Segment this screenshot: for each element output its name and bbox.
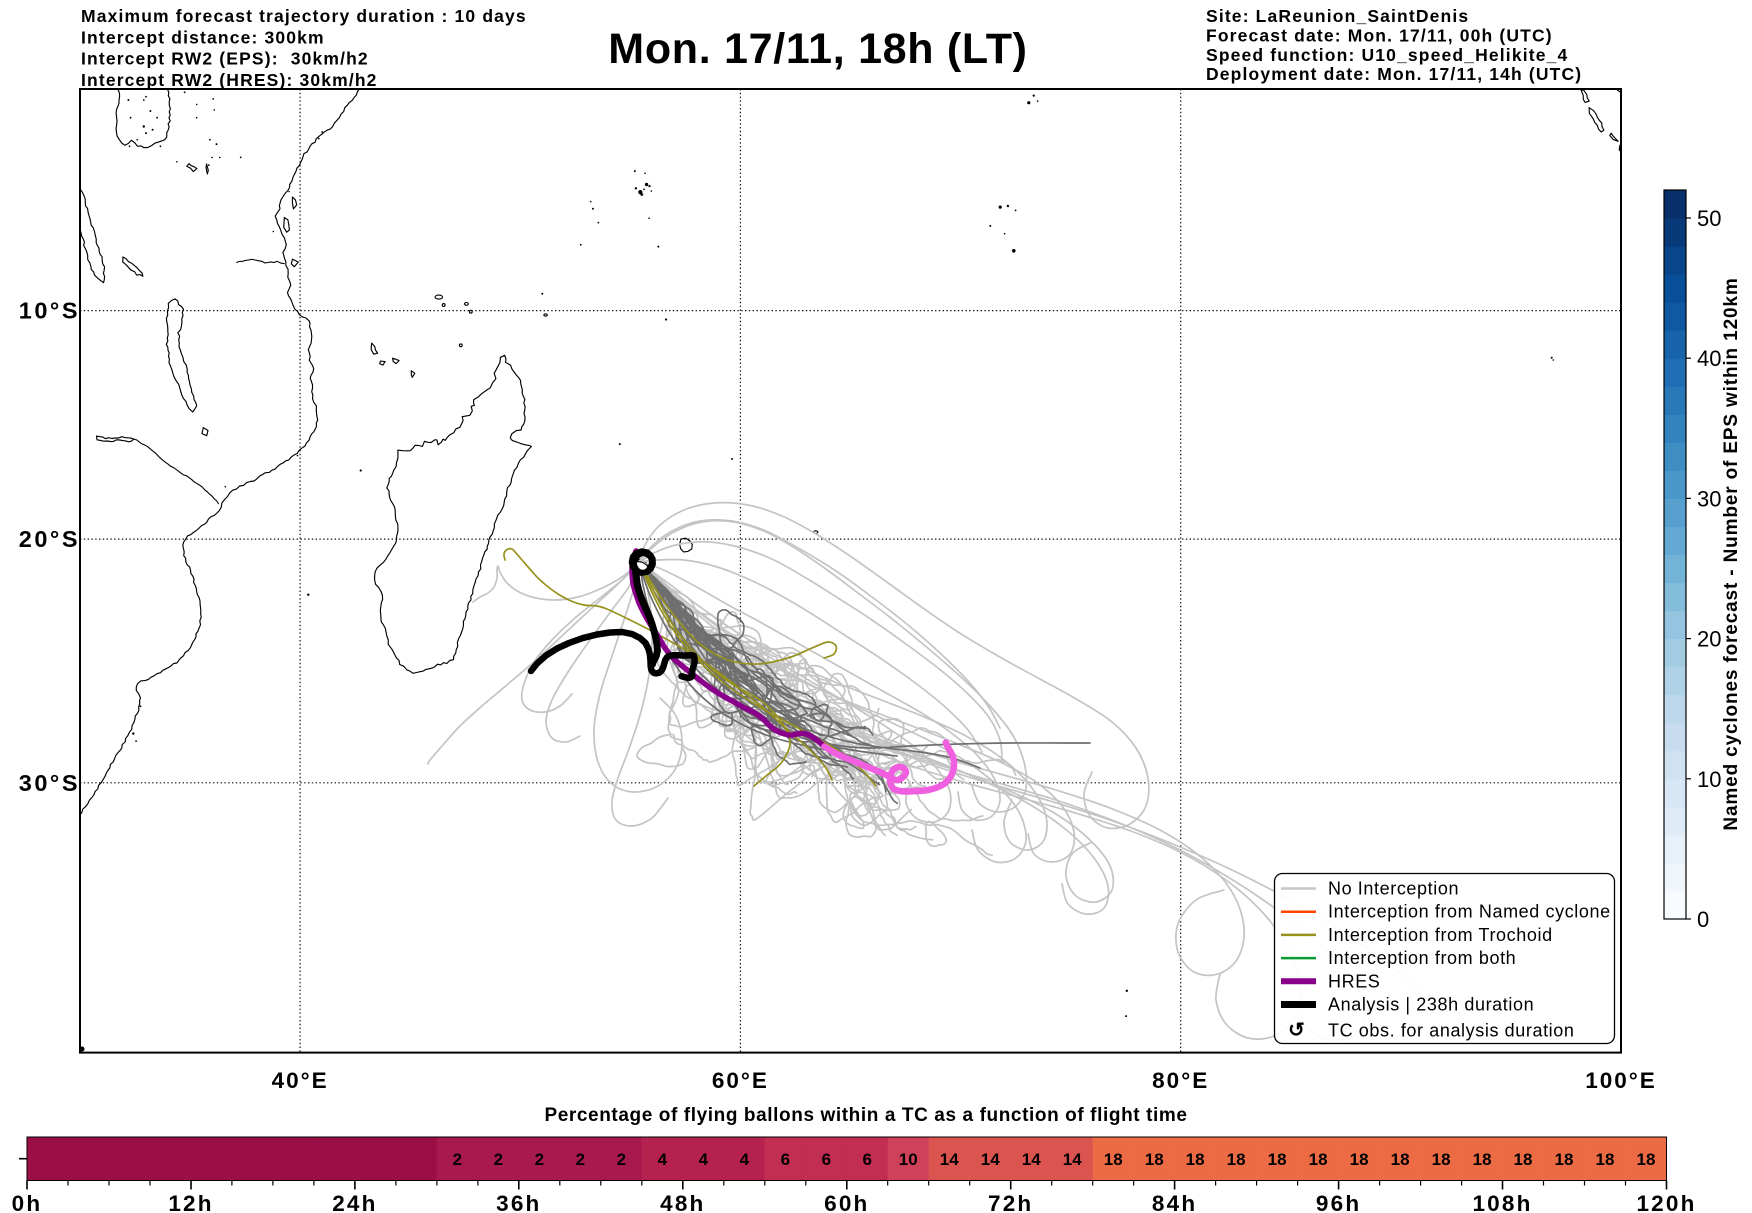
svg-text:Intercept RW2 (EPS): 30km/h2: Intercept RW2 (EPS): 30km/h2 — [81, 49, 369, 69]
svg-text:60h: 60h — [824, 1191, 869, 1213]
svg-text:50: 50 — [1697, 206, 1721, 231]
svg-text:40: 40 — [1697, 346, 1721, 371]
svg-text:4: 4 — [740, 1150, 750, 1169]
svg-text:18: 18 — [1268, 1150, 1287, 1169]
svg-text:4: 4 — [699, 1150, 709, 1169]
svg-text:18: 18 — [1514, 1150, 1533, 1169]
svg-text:108h: 108h — [1472, 1191, 1532, 1213]
svg-text:0: 0 — [1697, 907, 1709, 932]
svg-text:20°S: 20°S — [19, 526, 80, 552]
svg-text:Intercept RW2 (HRES): 30km/h2: Intercept RW2 (HRES): 30km/h2 — [81, 70, 378, 90]
svg-text:2: 2 — [453, 1150, 462, 1169]
svg-text:2: 2 — [535, 1150, 544, 1169]
svg-text:4: 4 — [658, 1150, 668, 1169]
svg-text:18: 18 — [1227, 1150, 1246, 1169]
svg-text:Mon. 17/11, 18h (LT): Mon. 17/11, 18h (LT) — [608, 25, 1027, 73]
svg-text:30: 30 — [1697, 486, 1721, 511]
svg-text:10: 10 — [899, 1150, 918, 1169]
svg-text:24h: 24h — [332, 1191, 377, 1213]
svg-text:18: 18 — [1555, 1150, 1574, 1169]
svg-text:Interception from Trochoid: Interception from Trochoid — [1328, 925, 1553, 945]
svg-text:48h: 48h — [660, 1191, 705, 1213]
svg-text:Interception from Named cyclon: Interception from Named cyclone — [1328, 902, 1611, 922]
svg-text:6: 6 — [781, 1150, 790, 1169]
svg-text:36h: 36h — [496, 1191, 541, 1213]
svg-text:18: 18 — [1637, 1150, 1656, 1169]
svg-text:Speed function: U10_speed_Heli: Speed function: U10_speed_Helikite_4 — [1206, 45, 1568, 65]
svg-text:No Interception: No Interception — [1328, 879, 1459, 899]
svg-text:Site: LaReunion_SaintDenis: Site: LaReunion_SaintDenis — [1206, 6, 1469, 26]
svg-text:2: 2 — [576, 1150, 585, 1169]
svg-text:18: 18 — [1432, 1150, 1451, 1169]
svg-text:↺: ↺ — [1288, 1020, 1305, 1042]
svg-text:96h: 96h — [1316, 1191, 1361, 1213]
svg-text:0h: 0h — [12, 1191, 43, 1213]
svg-text:30°S: 30°S — [19, 770, 80, 796]
svg-text:18: 18 — [1596, 1150, 1615, 1169]
svg-text:40°E: 40°E — [272, 1068, 329, 1093]
svg-text:Forecast date: Mon. 17/11, 00h: Forecast date: Mon. 17/11, 00h (UTC) — [1206, 25, 1553, 45]
svg-text:80°E: 80°E — [1152, 1068, 1209, 1093]
svg-text:2: 2 — [494, 1150, 503, 1169]
svg-text:84h: 84h — [1152, 1191, 1197, 1213]
svg-text:12h: 12h — [168, 1191, 213, 1213]
svg-text:TC obs. for analysis duration: TC obs. for analysis duration — [1328, 1021, 1575, 1041]
svg-text:18: 18 — [1186, 1150, 1205, 1169]
svg-text:Deployment date: Mon. 17/11, 1: Deployment date: Mon. 17/11, 14h (UTC) — [1206, 64, 1582, 84]
svg-text:6: 6 — [822, 1150, 831, 1169]
svg-text:18: 18 — [1104, 1150, 1123, 1169]
svg-text:Analysis | 238h duration: Analysis | 238h duration — [1328, 995, 1534, 1015]
svg-text:18: 18 — [1350, 1150, 1369, 1169]
svg-text:20: 20 — [1697, 627, 1721, 652]
svg-text:14: 14 — [1063, 1150, 1082, 1169]
svg-text:14: 14 — [1022, 1150, 1041, 1169]
svg-text:60°E: 60°E — [712, 1068, 769, 1093]
svg-text:18: 18 — [1145, 1150, 1164, 1169]
svg-text:18: 18 — [1473, 1150, 1492, 1169]
svg-text:6: 6 — [862, 1150, 871, 1169]
svg-text:120h: 120h — [1636, 1191, 1696, 1213]
svg-text:14: 14 — [981, 1150, 1000, 1169]
svg-text:10°S: 10°S — [19, 298, 80, 324]
svg-text:Percentage of flying ballons w: Percentage of flying ballons within a TC… — [544, 1105, 1187, 1126]
svg-text:Interception from both: Interception from both — [1328, 948, 1516, 968]
svg-text:Named cyclones forecast - Numb: Named cyclones forecast - Number of EPS … — [1721, 277, 1742, 830]
svg-text:Maximum forecast trajectory du: Maximum forecast trajectory duration : 1… — [81, 6, 527, 26]
svg-text:10: 10 — [1697, 767, 1721, 792]
svg-text:2: 2 — [617, 1150, 626, 1169]
svg-text:18: 18 — [1391, 1150, 1410, 1169]
svg-text:18: 18 — [1309, 1150, 1328, 1169]
svg-text:Intercept distance: 300km: Intercept distance: 300km — [81, 27, 325, 47]
svg-text:100°E: 100°E — [1585, 1068, 1657, 1093]
svg-text:HRES: HRES — [1328, 971, 1380, 991]
svg-text:72h: 72h — [988, 1191, 1033, 1213]
svg-text:14: 14 — [940, 1150, 959, 1169]
